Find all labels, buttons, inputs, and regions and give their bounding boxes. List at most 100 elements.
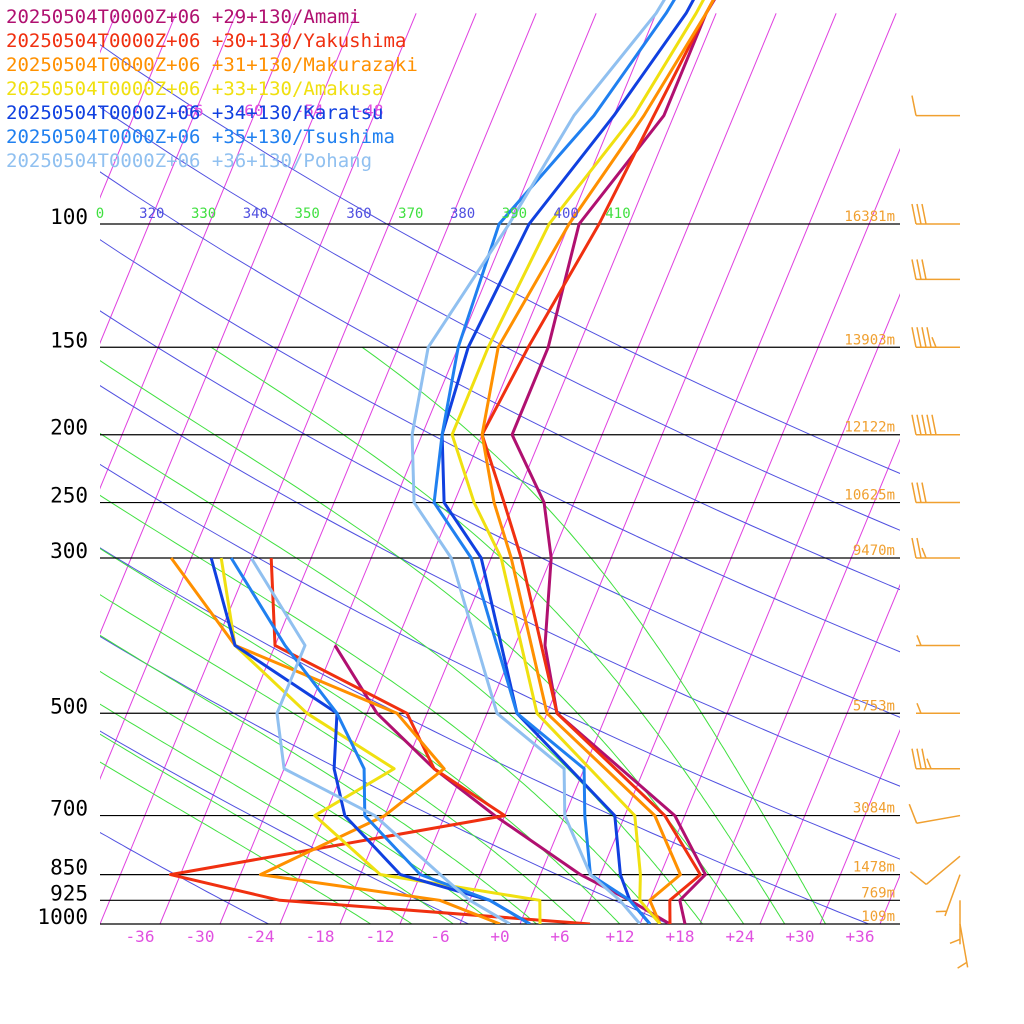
wind-barb (935, 874, 961, 917)
upper-temp-label: -66 (175, 101, 204, 120)
isotherm-line (399, 13, 777, 924)
isotherm-line (639, 293, 900, 924)
moist-adiabat (100, 761, 372, 924)
pressure-label: 700 (50, 797, 88, 821)
dry-adiabat (100, 171, 900, 591)
temp-tick-label: -30 (186, 927, 215, 946)
wind-barb (911, 95, 960, 117)
dry-adiabat (100, 635, 670, 924)
theta-label: 400 (554, 206, 579, 222)
pressure-label: 150 (50, 328, 88, 352)
isotherm-line (579, 147, 900, 924)
theta-label: 320 (139, 206, 164, 222)
moist-adiabat (100, 670, 496, 924)
upper-temp-label: -48 (355, 101, 384, 120)
height-label: 16381m (844, 209, 895, 225)
pressure-label: 500 (50, 694, 88, 718)
theta-label: 380 (450, 206, 475, 222)
theta-label: 330 (191, 206, 216, 222)
pressure-label: 850 (50, 856, 88, 880)
wind-barb (916, 635, 960, 647)
series-dewpoint-line-3 (219, 557, 542, 924)
temp-tick-label: +30 (786, 927, 815, 946)
legend-item: 20250504T0000Z+06 +34+130/Karatsu (6, 102, 384, 124)
theta-label: 390 (502, 206, 527, 222)
dry-adiabat (100, 106, 900, 531)
isotherm-line (100, 13, 417, 781)
series-temperature-line-3 (450, 0, 706, 924)
legend-item: 20250504T0000Z+06 +31+130/Makurazaki (6, 54, 418, 76)
height-label: 1478m (853, 860, 895, 876)
wind-barb (911, 203, 960, 225)
dry-adiabat (100, 310, 900, 718)
dry-adiabat (100, 44, 900, 475)
height-label: 109m (861, 909, 895, 925)
theta-label: 360 (346, 206, 371, 222)
moist-adiabat (210, 346, 786, 924)
legend-item: 20250504T0000Z+06 +36+130/Pohang (6, 150, 373, 172)
temp-tick-label: +6 (550, 927, 569, 946)
legend-item: 20250504T0000Z+06 +30+130/Yakushima (6, 30, 407, 52)
temp-tick-label: -6 (430, 927, 449, 946)
isotherm-line (759, 583, 900, 924)
height-label: 769m (861, 885, 895, 901)
wind-barb (916, 703, 960, 715)
isotherm-line (519, 13, 897, 924)
moist-adiabat (100, 594, 579, 924)
series-temperature-line-5 (432, 0, 676, 924)
isotherm-line (699, 438, 900, 924)
pressure-label: 925 (50, 881, 88, 905)
wind-barb (911, 327, 960, 349)
theta-label: 350 (295, 206, 320, 222)
isotherm-line (100, 13, 357, 635)
series-temperature-line-0 (510, 0, 716, 924)
isotherm-line (100, 13, 237, 345)
isotherm-line (100, 13, 177, 199)
pressure-label: 1000 (37, 905, 88, 929)
isotherm-line (159, 13, 537, 924)
dry-adiabat (100, 239, 900, 653)
legend-item: 20250504T0000Z+06 +33+130/Amakusa (6, 78, 384, 100)
upper-temp-label: -54 (295, 101, 324, 120)
theta-label: 340 (243, 206, 268, 222)
series-dewpoint-line-1 (168, 557, 591, 924)
legend: 20250504T0000Z+06 +29+130/Amami 20250504T… (6, 5, 418, 173)
dry-adiabat (100, 730, 470, 924)
height-label: 12122m (844, 420, 895, 436)
dry-adiabat (100, 831, 270, 924)
isotherm-line (879, 874, 900, 924)
isotherm-line (819, 728, 900, 924)
temp-tick-label: +18 (666, 927, 695, 946)
moist-adiabat (100, 733, 413, 924)
theta-label: 410 (605, 206, 630, 222)
wind-barb (911, 482, 960, 504)
legend-item: 20250504T0000Z+06 +29+130/Amami (6, 6, 361, 28)
pressure-label: 250 (50, 484, 88, 508)
pressure-label: 300 (50, 539, 88, 563)
wind-barb (909, 855, 961, 886)
theta-label: 370 (398, 206, 423, 222)
wind-barb (908, 803, 961, 824)
height-label: 5753m (853, 698, 895, 714)
wind-barb (957, 923, 969, 969)
dry-adiabat (100, 547, 870, 924)
temp-tick-label: +0 (490, 927, 509, 946)
series-dewpoint-line-0 (333, 644, 671, 924)
theta-label: 0 (96, 206, 104, 222)
temp-tick-label: -18 (306, 927, 335, 946)
series-dewpoint-line-5 (229, 557, 531, 924)
series-temperature-line-2 (480, 0, 716, 924)
height-label: 9470m (853, 543, 895, 559)
temp-tick-label: +36 (846, 927, 875, 946)
moist-adiabat (100, 432, 704, 924)
temp-tick-label: +12 (606, 927, 635, 946)
dry-adiabat (100, 463, 900, 860)
wind-barb (911, 259, 960, 281)
isotherm-line (100, 13, 297, 490)
isotherm-line (219, 13, 597, 924)
legend-item: 20250504T0000Z+06 +35+130/Tsushima (6, 126, 395, 148)
wind-barb (911, 414, 960, 436)
height-label: 13903m (844, 332, 895, 348)
series-dewpoint-line-6 (249, 557, 511, 924)
height-label: 3084m (853, 801, 895, 817)
